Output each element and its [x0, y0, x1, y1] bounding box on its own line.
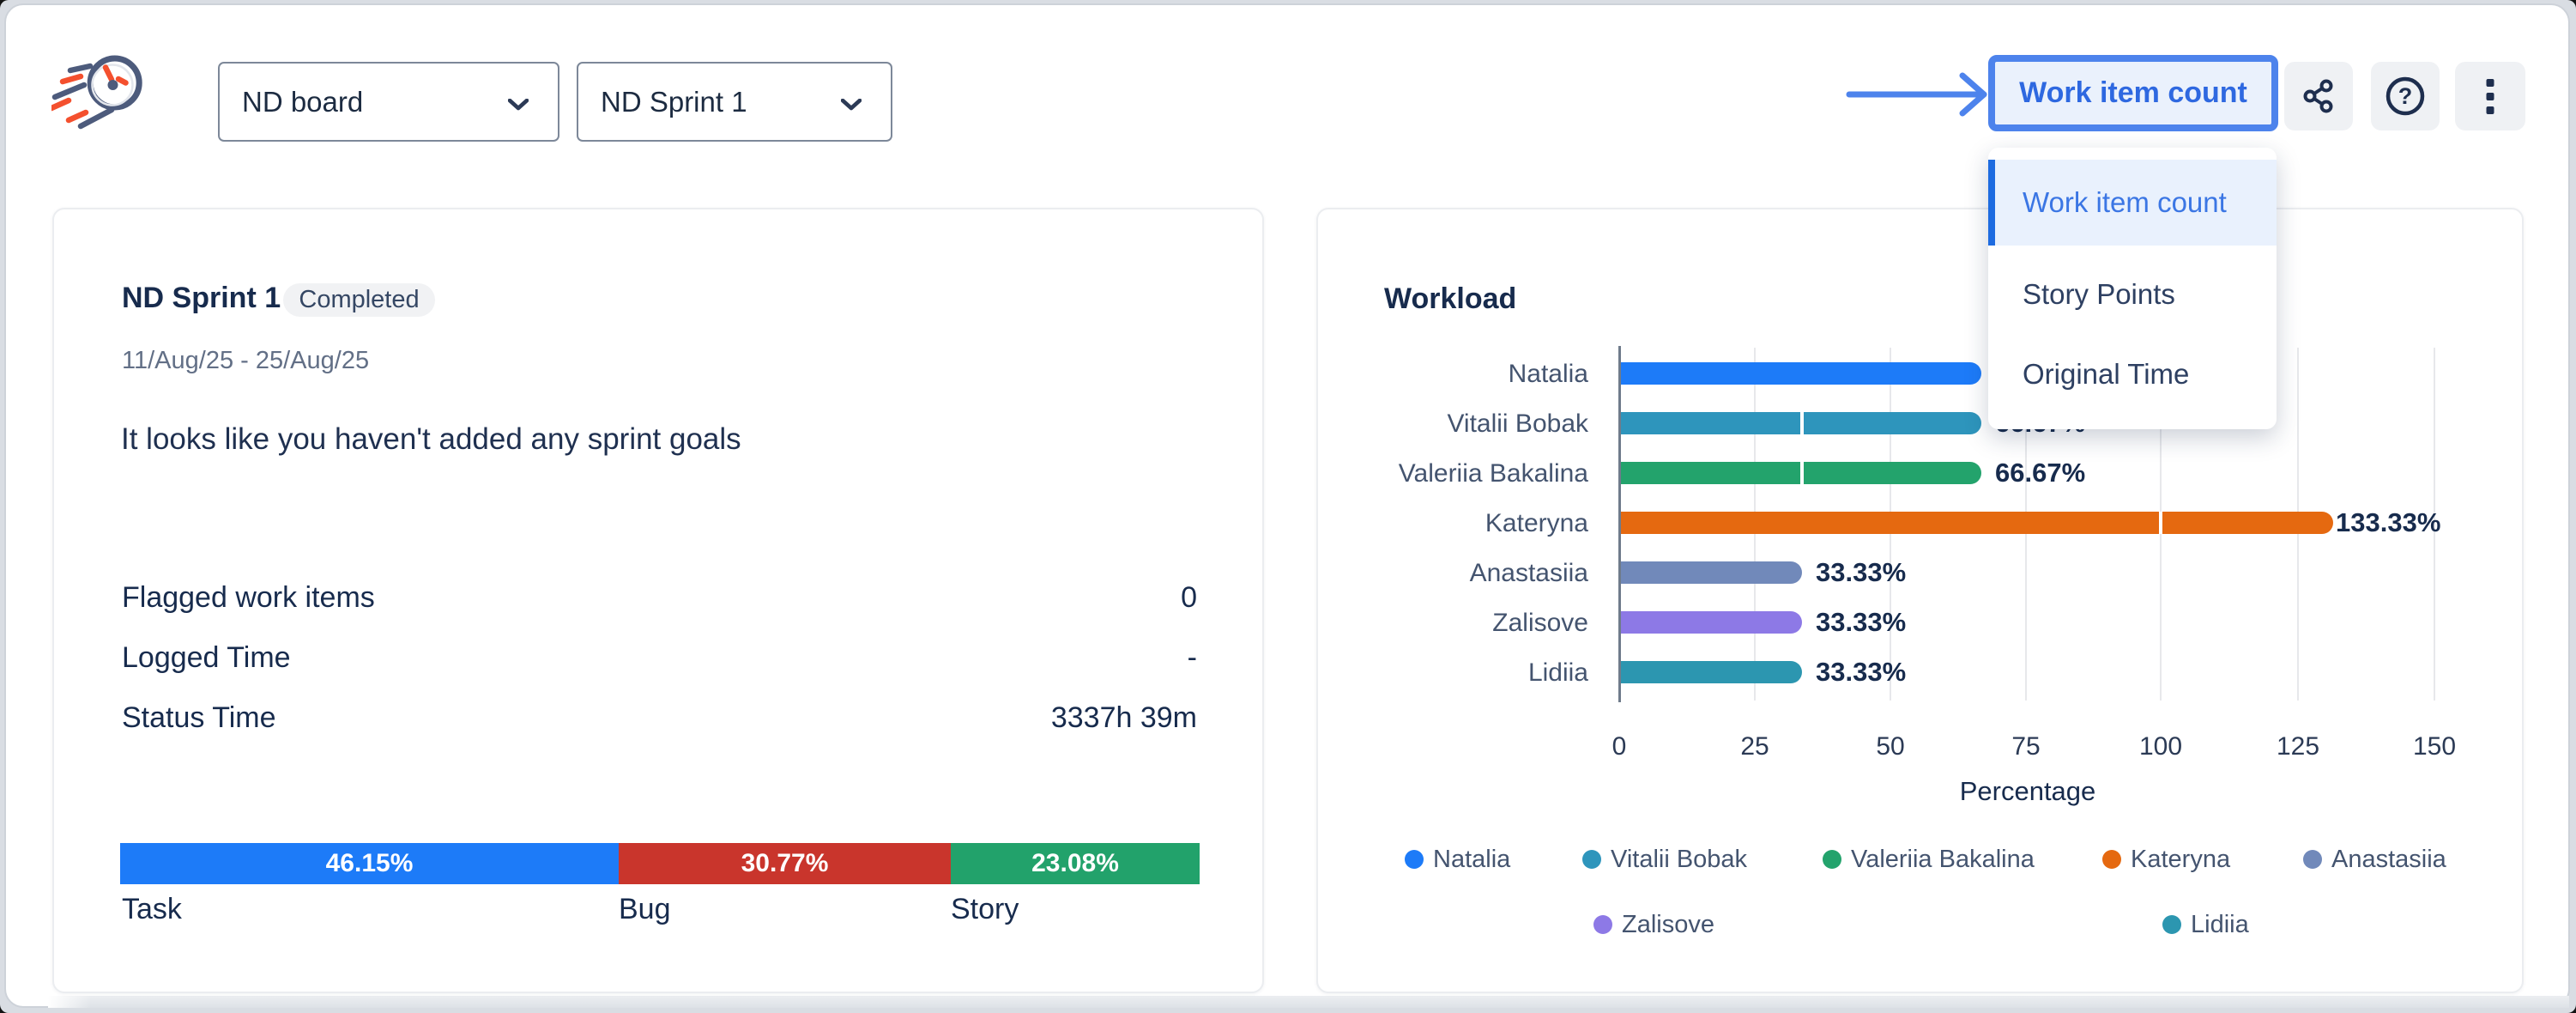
svg-text:?: ? — [2398, 83, 2413, 109]
